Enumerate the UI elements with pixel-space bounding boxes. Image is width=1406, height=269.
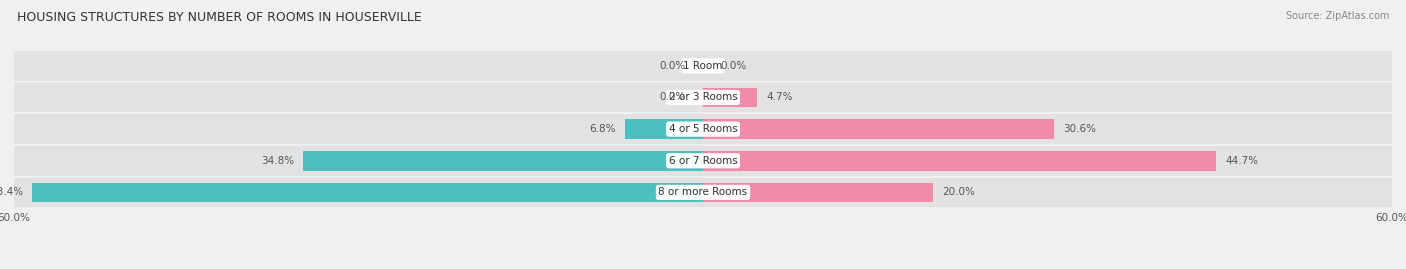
Text: 20.0%: 20.0% [942,187,974,197]
Text: 58.4%: 58.4% [0,187,24,197]
Bar [14,83,1392,112]
Text: 6 or 7 Rooms: 6 or 7 Rooms [669,156,737,166]
Text: 30.6%: 30.6% [1063,124,1097,134]
Bar [703,88,756,107]
Text: 0.0%: 0.0% [720,61,747,71]
Bar [32,183,703,202]
Bar [703,151,1216,171]
Bar [703,119,1054,139]
Text: 44.7%: 44.7% [1226,156,1258,166]
Text: 6.8%: 6.8% [589,124,616,134]
Text: 4 or 5 Rooms: 4 or 5 Rooms [669,124,737,134]
Text: 34.8%: 34.8% [262,156,294,166]
Bar [304,151,703,171]
Text: 8 or more Rooms: 8 or more Rooms [658,187,748,197]
Bar [14,178,1392,207]
Text: 2 or 3 Rooms: 2 or 3 Rooms [669,93,737,102]
Text: 4.7%: 4.7% [766,93,793,102]
Text: 1 Room: 1 Room [683,61,723,71]
Text: 0.0%: 0.0% [659,93,686,102]
Bar [14,146,1392,176]
Text: HOUSING STRUCTURES BY NUMBER OF ROOMS IN HOUSERVILLE: HOUSING STRUCTURES BY NUMBER OF ROOMS IN… [17,11,422,24]
Bar [14,51,1392,81]
Bar [703,183,932,202]
Bar [624,119,703,139]
Bar [14,114,1392,144]
Text: 0.0%: 0.0% [659,61,686,71]
Text: Source: ZipAtlas.com: Source: ZipAtlas.com [1285,11,1389,21]
